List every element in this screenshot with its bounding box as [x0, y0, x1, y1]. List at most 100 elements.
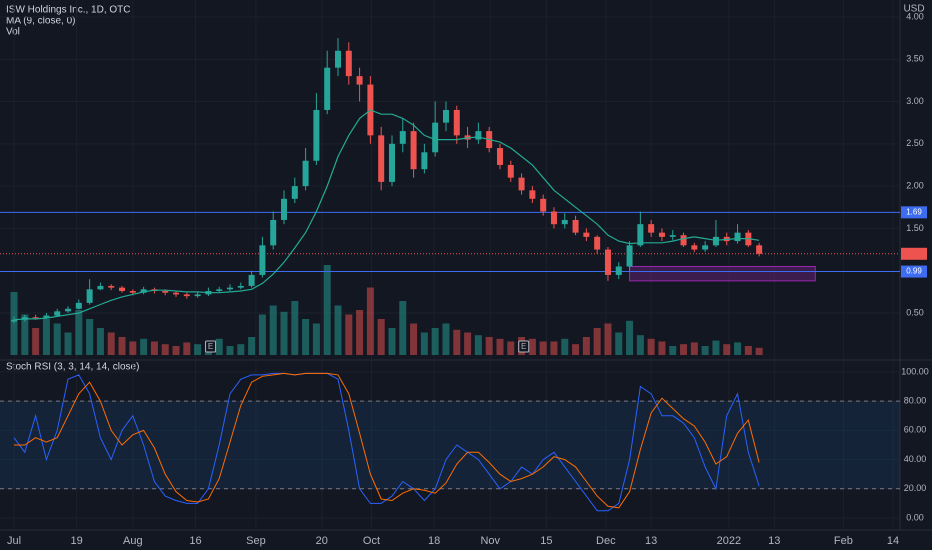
volume-bar — [21, 314, 29, 355]
volume-bar — [291, 301, 299, 355]
candle-body — [173, 292, 180, 295]
volume-bar — [118, 337, 126, 355]
candle-body — [583, 232, 590, 237]
volume-bar — [755, 347, 763, 355]
x-tick-label: Nov — [480, 535, 500, 547]
volume-bar — [690, 342, 698, 355]
hline-label-box — [901, 265, 927, 278]
stoch-legend[interactable]: Stoch RSI (3, 3, 14, 14, close) — [6, 362, 139, 373]
last-price-box — [901, 247, 927, 260]
volume-bar — [323, 265, 331, 355]
x-tick-label: 15 — [540, 535, 552, 547]
volume-bar — [75, 310, 83, 355]
candle-body — [604, 249, 611, 275]
volume-bar — [626, 320, 634, 355]
candle-body — [518, 177, 525, 191]
candle-body — [237, 285, 244, 288]
y-tick-label: 40.00 — [904, 454, 927, 464]
candle-body — [421, 152, 428, 170]
candle-body — [345, 50, 352, 77]
volume-bar — [636, 335, 644, 355]
candle-body — [356, 76, 363, 85]
volume-bar — [474, 335, 482, 355]
volume-bar — [734, 342, 742, 355]
volume-bar — [107, 332, 115, 355]
candle-body — [669, 235, 676, 237]
volume-bar — [701, 346, 709, 355]
x-tick-label: Sep — [246, 535, 266, 547]
x-tick-label: 19 — [71, 535, 83, 547]
volume-bar — [280, 311, 288, 355]
candle-body — [216, 289, 223, 292]
earnings-marker — [205, 340, 217, 353]
candle-body — [259, 245, 266, 275]
volume-bar — [464, 332, 472, 355]
x-tick-label: 16 — [189, 535, 201, 547]
volume-bar — [172, 346, 180, 355]
volume-bar — [377, 319, 385, 355]
candle-body — [637, 224, 644, 246]
volume-bar — [334, 305, 342, 355]
volume-bar — [593, 328, 601, 355]
x-tick-label: Oct — [363, 535, 380, 547]
symbol-title[interactable]: ISW Holdings Inc., 1D, OTC — [6, 5, 130, 16]
volume-bar — [248, 337, 256, 355]
candle-body — [129, 291, 136, 293]
volume-bar — [366, 287, 374, 355]
volume-bar — [572, 344, 580, 355]
volume-bar — [615, 332, 623, 355]
candle-body — [313, 109, 320, 161]
candle-body — [702, 245, 709, 250]
y-tick-label: 0.00 — [906, 512, 924, 522]
volume-bar — [96, 328, 104, 355]
candle-body — [756, 245, 763, 254]
volume-bar — [604, 323, 612, 355]
volume-bar — [453, 329, 461, 355]
y-tick-label: 4.00 — [906, 11, 924, 21]
hline-label-box — [901, 206, 927, 219]
x-tick-label: Feb — [834, 535, 853, 547]
volume-bar — [215, 338, 223, 355]
candle-body — [43, 315, 50, 319]
candle-body — [615, 266, 622, 275]
candle-body — [65, 308, 72, 312]
volume-bar — [507, 341, 515, 355]
x-tick-label: Jul — [7, 535, 21, 547]
candle-body — [453, 109, 460, 136]
candle-body — [410, 131, 417, 170]
x-tick-label: 20 — [316, 535, 328, 547]
y-tick-label: 80.00 — [904, 396, 927, 406]
volume-bar — [744, 346, 752, 355]
candle-body — [291, 186, 298, 199]
candle-body — [281, 198, 288, 220]
price-zone — [629, 265, 816, 282]
volume-bar — [150, 341, 158, 355]
candle-body — [140, 289, 147, 293]
y-tick-label: 3.50 — [906, 54, 924, 64]
ma-legend[interactable]: MA (9, close, 0) — [6, 16, 75, 27]
stoch-band — [0, 401, 900, 489]
candle-body — [540, 198, 547, 212]
candle-body — [572, 219, 579, 233]
candle-body — [399, 131, 406, 144]
vol-legend[interactable]: Vol — [6, 27, 20, 38]
volume-bar — [226, 346, 234, 355]
volume-bar — [194, 344, 202, 355]
volume-bar — [32, 328, 40, 355]
y-tick-label: 3.00 — [906, 96, 924, 106]
candle-body — [432, 122, 439, 153]
candle-body — [734, 232, 741, 242]
y-tick-label: 60.00 — [904, 425, 927, 435]
candle-body — [248, 274, 255, 286]
x-tick-label: Dec — [596, 535, 616, 547]
volume-bar — [712, 340, 720, 355]
y-tick-label: 100.00 — [901, 366, 929, 376]
candle-body — [86, 289, 93, 303]
candle-body — [119, 287, 126, 292]
y-tick-label: 2.50 — [906, 138, 924, 148]
x-tick-label: 13 — [645, 535, 657, 547]
candle-body — [270, 219, 277, 246]
candle-body — [691, 245, 698, 250]
volume-bar — [258, 314, 266, 355]
